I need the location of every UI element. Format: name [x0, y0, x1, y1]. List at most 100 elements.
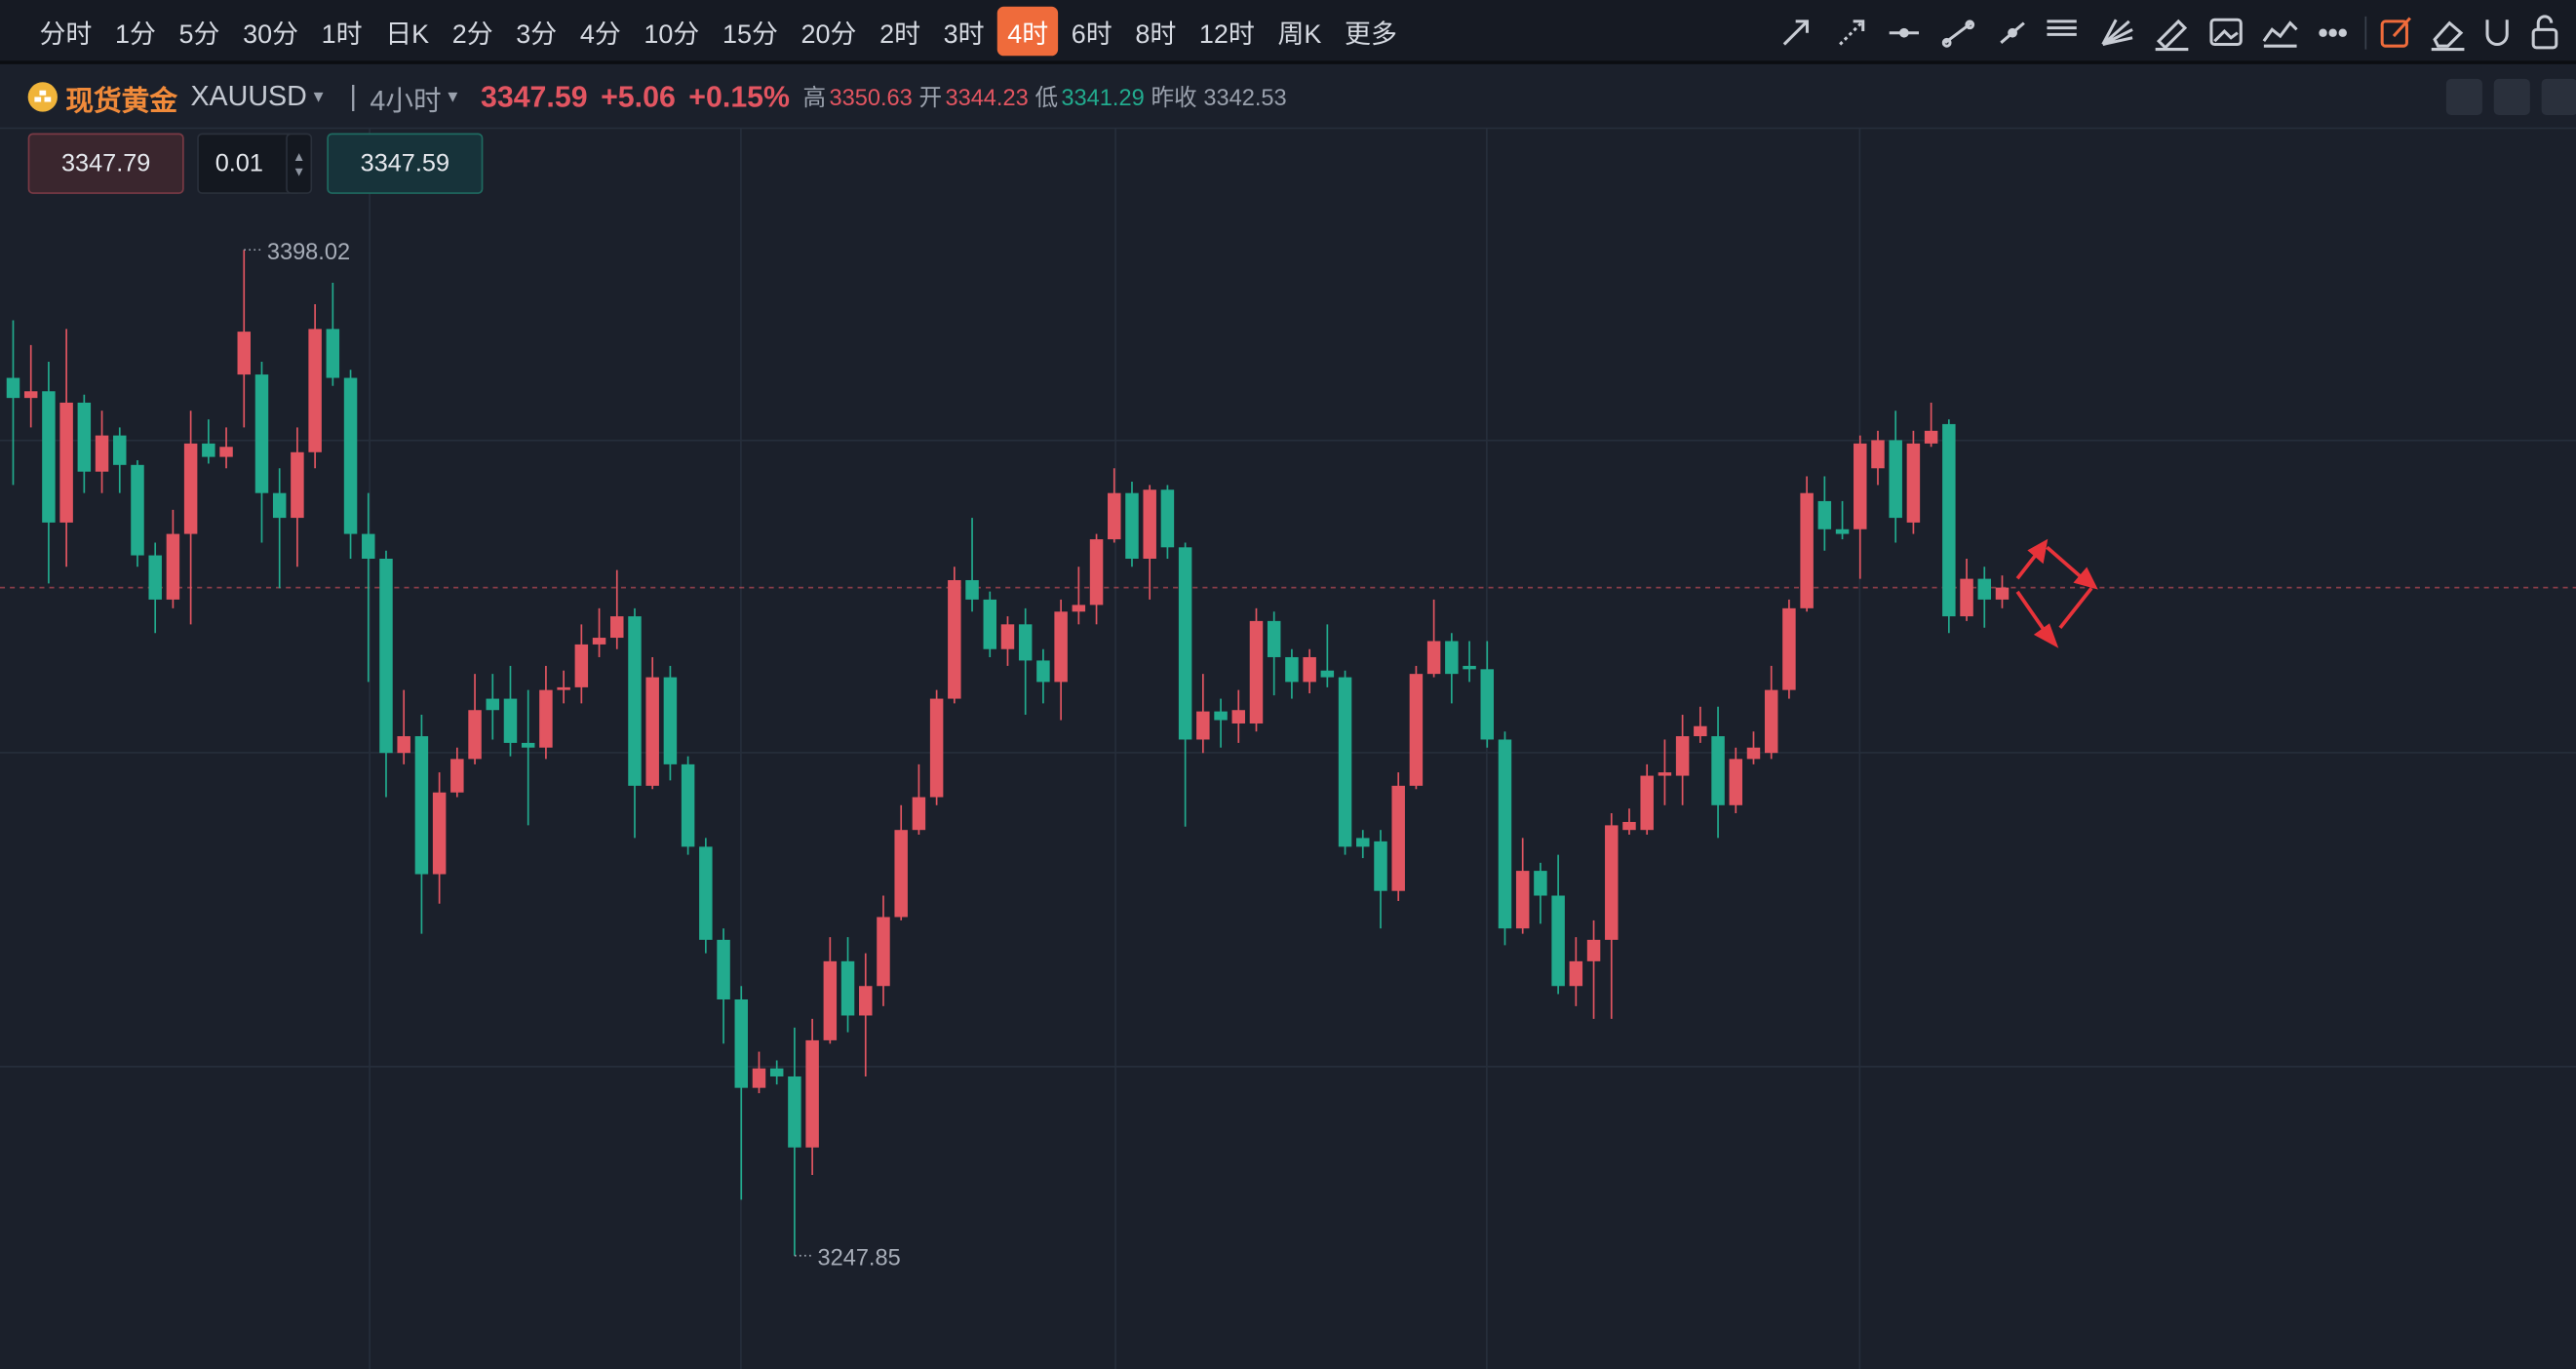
tool-edit[interactable] [2380, 17, 2411, 48]
instrument-symbol[interactable]: XAUUSD [190, 80, 307, 112]
period-button[interactable]: 15分 [722, 20, 778, 49]
candle-body [1906, 443, 1921, 523]
candle-body [1551, 895, 1565, 987]
tool-horizontal-line[interactable] [1889, 27, 1920, 38]
candle-body [1605, 825, 1619, 940]
gold-icon [27, 82, 58, 112]
candle-body [272, 492, 287, 519]
period-button[interactable]: 4分 [579, 20, 621, 49]
candle-body [1072, 605, 1086, 612]
candle-body [1729, 759, 1743, 805]
tool-fan[interactable] [2101, 19, 2133, 46]
tool-pattern[interactable] [2262, 20, 2298, 48]
arrowhead [2033, 623, 2059, 648]
candle-body [965, 579, 979, 600]
tool-fibonacci[interactable] [2047, 20, 2077, 36]
candle-body [1746, 747, 1761, 760]
sell-button[interactable]: 3347.79 [27, 133, 184, 194]
period-button[interactable]: 日K [385, 20, 430, 49]
candle-body [1622, 821, 1636, 831]
period-button[interactable]: 1分 [114, 20, 156, 49]
open-value: 3344.23 [945, 83, 1029, 110]
candle-body [663, 677, 678, 764]
tool-ray[interactable] [1782, 20, 1809, 46]
period-button[interactable]: 10分 [644, 20, 700, 49]
candle-body [592, 638, 606, 645]
tool-lock[interactable] [2531, 15, 2558, 50]
tool-image[interactable] [2209, 18, 2243, 47]
period-button[interactable]: 3分 [516, 20, 558, 49]
candle-body [1267, 620, 1281, 657]
tool-segment[interactable] [1941, 20, 1975, 48]
candle-body [1694, 725, 1707, 737]
candle-body [95, 435, 109, 472]
candle-body [1409, 674, 1424, 786]
candle-body [1089, 539, 1104, 606]
low-label: 低 [1034, 83, 1059, 110]
candle-body [840, 960, 855, 1016]
candle-body [379, 558, 393, 754]
candle-body [1018, 624, 1033, 661]
candle-body [805, 1039, 819, 1148]
tool-more[interactable] [2319, 28, 2347, 37]
candle-body [1463, 665, 1476, 670]
timeframe[interactable]: 4小时 [370, 84, 442, 116]
buy-button[interactable]: 3347.59 [327, 133, 484, 194]
candle-body [1320, 670, 1335, 678]
view-button[interactable] [2493, 78, 2530, 115]
instrument-name: 现货黄金 [65, 84, 177, 116]
candle-body [432, 792, 447, 875]
candle-body [42, 391, 56, 523]
period-button[interactable]: 4时 [997, 5, 1059, 56]
candle-body [699, 846, 713, 940]
candle-body [912, 797, 926, 831]
tool-magnet[interactable] [2485, 20, 2509, 47]
period-button[interactable]: 6时 [1071, 20, 1112, 49]
drawing-arrows [2015, 538, 2098, 648]
candle-body [1160, 489, 1175, 548]
candle-body [1942, 423, 1956, 617]
view-button[interactable] [2445, 78, 2482, 115]
period-button[interactable]: 2时 [879, 20, 921, 49]
candle-body [131, 464, 144, 556]
candle-body [1143, 489, 1156, 559]
lot-stepper[interactable]: ▲ ▼ [286, 133, 313, 194]
arrow [2015, 590, 2049, 636]
period-button[interactable]: 周K [1277, 20, 1322, 49]
candle-body [521, 742, 535, 748]
view-button[interactable] [2541, 78, 2576, 115]
candle-body [1889, 440, 1902, 519]
tool-pen[interactable] [2155, 19, 2189, 52]
candle-body [1480, 669, 1495, 740]
period-button[interactable]: 3时 [943, 20, 985, 49]
candle-body [983, 599, 997, 649]
period-button[interactable]: 5分 [178, 20, 220, 49]
candle-body [1640, 775, 1654, 831]
period-button[interactable]: 20分 [800, 20, 857, 49]
candle-body [929, 698, 944, 798]
arrowhead [2027, 538, 2049, 565]
candle-body [77, 402, 92, 472]
candle-body [1977, 578, 1992, 600]
tool-trend[interactable] [2000, 21, 2025, 44]
candle-body [1249, 620, 1264, 724]
candle-body [574, 644, 589, 687]
period-button[interactable]: 30分 [243, 20, 299, 49]
candle-body [468, 710, 482, 760]
period-button[interactable]: 1时 [321, 20, 363, 49]
period-button[interactable]: 8时 [1135, 20, 1177, 49]
candle-body [59, 402, 73, 523]
tool-eraser[interactable] [2431, 20, 2465, 52]
candle-body [752, 1068, 766, 1088]
period-button[interactable]: 分时 [39, 20, 93, 49]
candle-body [859, 986, 873, 1016]
period-button[interactable]: 2分 [451, 20, 493, 49]
tool-extended-line[interactable] [1839, 20, 1865, 46]
period-button[interactable]: 12时 [1198, 20, 1255, 49]
low-value: 3341.29 [1061, 83, 1145, 110]
grid [0, 127, 2576, 1369]
period-button[interactable]: 更多 [1344, 20, 1397, 49]
